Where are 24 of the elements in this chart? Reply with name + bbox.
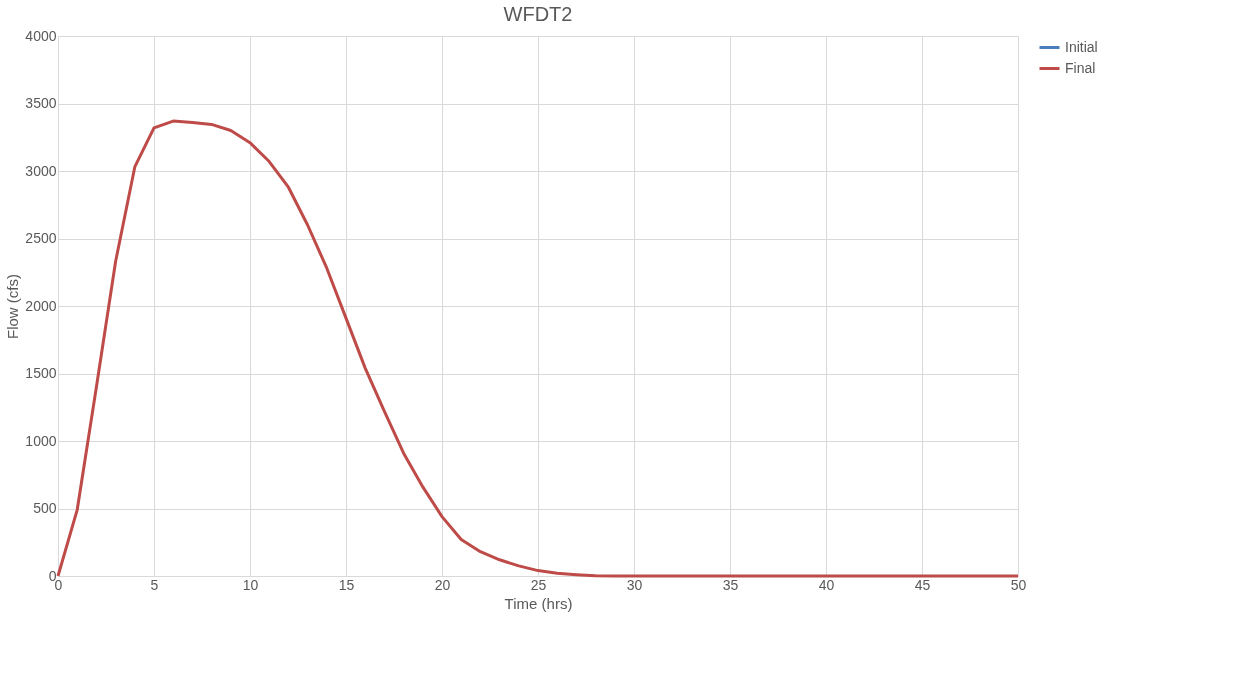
y-tick-label: 1500	[25, 365, 57, 381]
x-tick-label: 45	[914, 576, 931, 593]
x-tick-label: 15	[338, 576, 355, 593]
y-tick-label: 2000	[25, 297, 57, 314]
y-tick-label: 3000	[25, 162, 57, 179]
y-tick-label: 500	[33, 500, 57, 516]
x-tick-label: 35	[722, 576, 739, 593]
y-tick-label: 1000	[25, 432, 57, 449]
legend-label: Initial	[1065, 38, 1098, 55]
x-tick-label: 10	[242, 576, 259, 593]
x-tick-label: 30	[626, 576, 643, 593]
legend-label: Final	[1065, 59, 1096, 76]
x-tick-label: 20	[434, 576, 451, 593]
line-series	[56, 119, 1020, 578]
x-tick-label: 50	[1010, 576, 1027, 593]
chart-title: WFDT2	[503, 3, 573, 25]
y-axis-title: Flow (cfs)	[4, 274, 22, 339]
x-tick-label: 25	[530, 576, 547, 593]
x-axis-title: Time (hrs)	[504, 594, 573, 612]
x-tick-label: 40	[818, 576, 835, 593]
y-tick-label: 4000	[25, 27, 57, 44]
y-tick-label: 2500	[25, 230, 57, 246]
y-tick-label: 3500	[25, 95, 57, 111]
x-tick-label: 5	[150, 576, 159, 593]
